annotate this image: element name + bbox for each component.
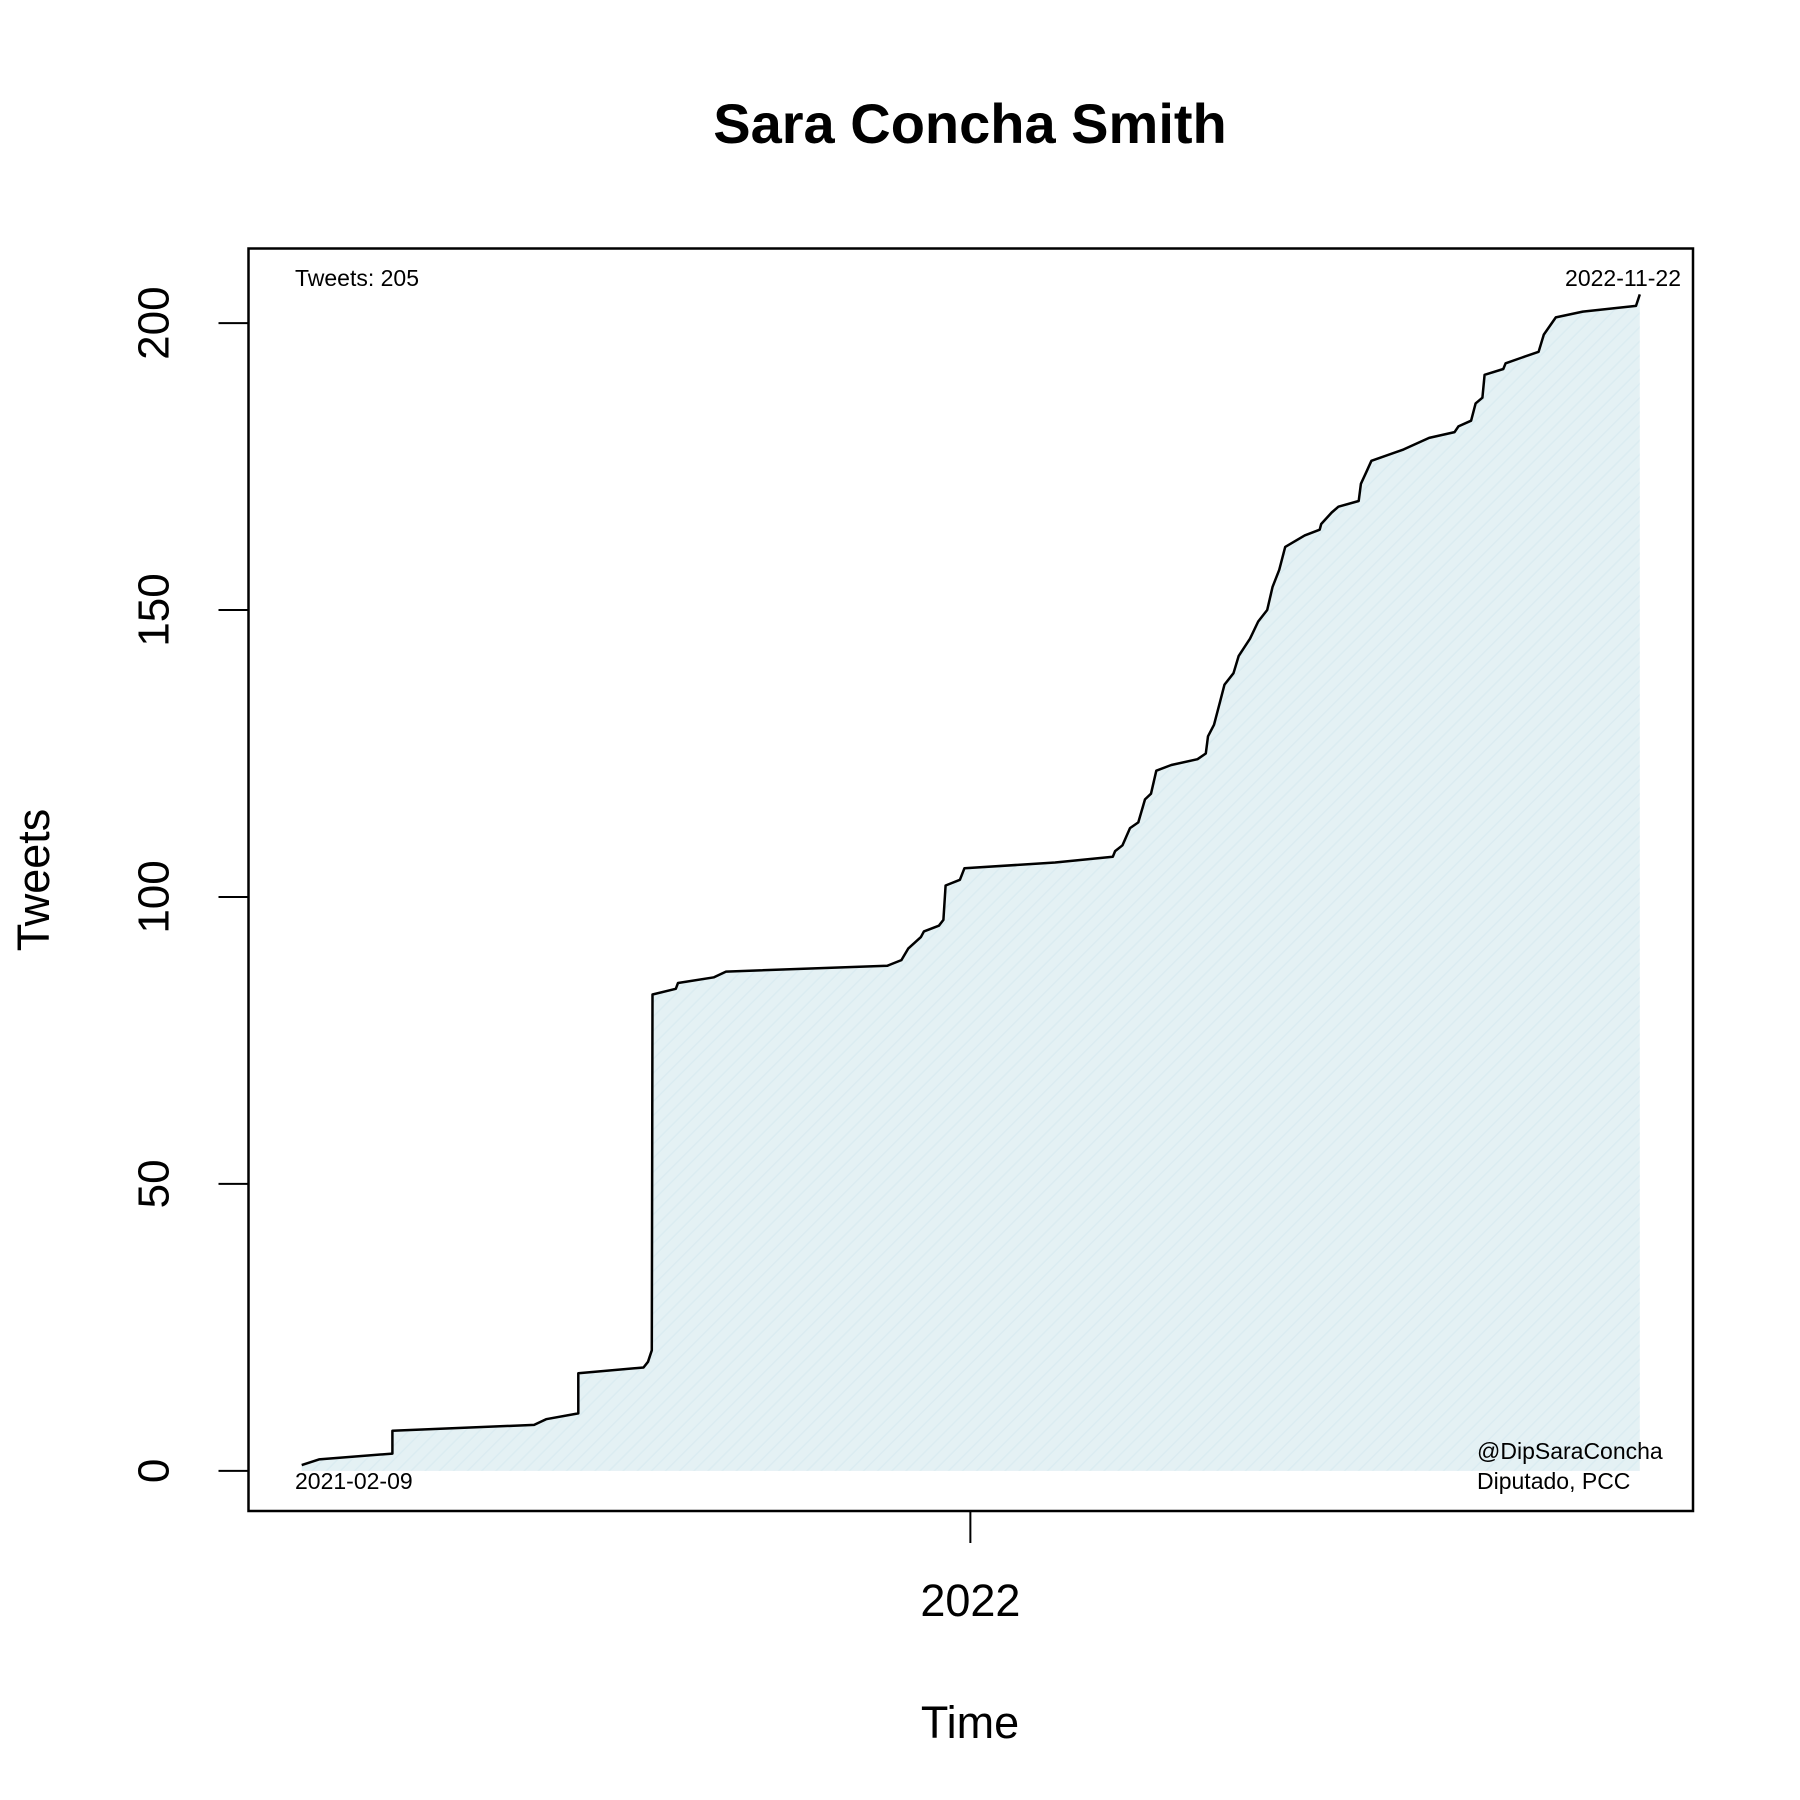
y-tick-label: 150 [130,573,179,646]
y-tick-label: 50 [130,1159,179,1208]
annotation: 2021-02-09 [295,1468,413,1494]
y-tick-label: 200 [130,286,179,359]
line [301,294,1641,1467]
y-tick-label: 0 [130,1459,179,1483]
x-axis-label: Time [921,1697,1019,1748]
annotation: 2022-11-22 [1565,265,1681,291]
area [301,294,1640,1471]
y-axis-label: Tweets [8,809,59,952]
y-tick-label: 100 [130,860,179,933]
annotation: Tweets: 205 [295,265,419,291]
annotation: @DipSaraConcha [1477,1438,1663,1464]
chart-title: Sara Concha Smith [713,92,1226,155]
plot-frame [247,247,1695,1513]
x-tick-label: 2022 [920,1575,1020,1626]
annotation: Diputado, PCC [1477,1468,1630,1494]
